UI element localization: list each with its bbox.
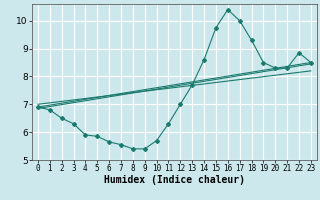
X-axis label: Humidex (Indice chaleur): Humidex (Indice chaleur) xyxy=(104,175,245,185)
